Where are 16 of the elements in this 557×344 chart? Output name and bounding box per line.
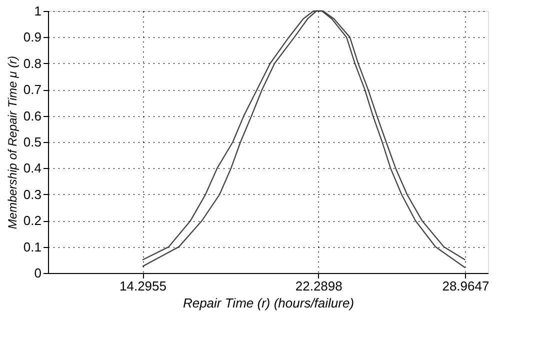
y-axis-title: Membership of Repair Time μ (r)	[5, 56, 20, 230]
y-tick-label: 0.3	[23, 186, 42, 202]
y-tick-label: 0	[34, 266, 42, 280]
y-tick-label: 0.6	[23, 108, 42, 124]
x-tick-label: 22.2898	[295, 278, 342, 294]
y-tick-label: 0.1	[23, 239, 42, 254]
y-tick-label: 0.8	[23, 56, 42, 71]
y-tick-label: 1	[34, 4, 42, 18]
y-tick-label: 0.7	[23, 82, 42, 98]
x-tick-label: 28.9647	[442, 278, 490, 294]
y-tick-label: 0.5	[23, 134, 42, 150]
y-tick-label: 0.9	[23, 30, 42, 45]
y-tick-label: 0.2	[23, 213, 42, 228]
y-tick-label: 0.4	[23, 160, 42, 176]
x-tick-label: 14.2955	[120, 278, 166, 294]
x-axis-title: Repair Time (r) (hours/failure)	[182, 296, 354, 310]
